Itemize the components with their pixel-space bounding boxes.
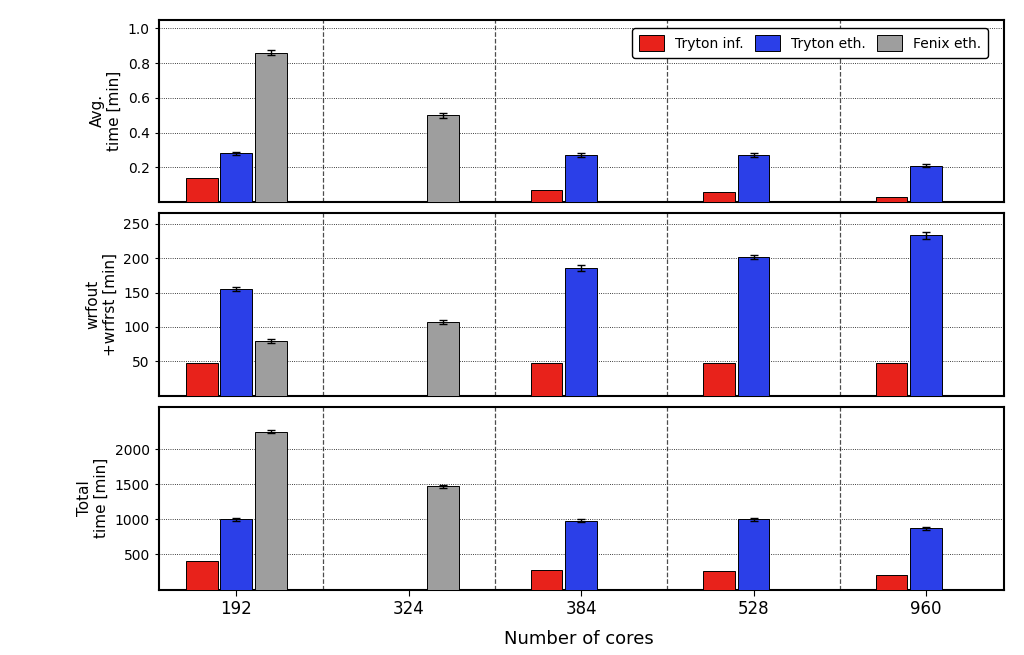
Bar: [910, 166, 942, 202]
Bar: [255, 52, 287, 202]
Bar: [530, 364, 562, 396]
Bar: [565, 521, 597, 590]
Bar: [876, 576, 907, 590]
Bar: [427, 115, 459, 202]
Bar: [427, 487, 459, 590]
Bar: [876, 364, 907, 396]
Bar: [220, 153, 252, 202]
Bar: [186, 561, 218, 590]
Legend: Tryton inf., Tryton eth., Fenix eth.: Tryton inf., Tryton eth., Fenix eth.: [632, 28, 988, 58]
Bar: [186, 364, 218, 396]
Bar: [737, 155, 769, 202]
Bar: [737, 257, 769, 396]
Bar: [530, 190, 562, 202]
Bar: [220, 289, 252, 396]
Bar: [703, 191, 735, 202]
Bar: [255, 341, 287, 396]
Bar: [703, 571, 735, 590]
Y-axis label: wrfout
+wrfrst [min]: wrfout +wrfrst [min]: [85, 253, 118, 356]
Text: Number of cores: Number of cores: [504, 631, 653, 648]
Bar: [910, 235, 942, 396]
Bar: [565, 268, 597, 396]
Bar: [703, 364, 735, 396]
Bar: [255, 432, 287, 590]
Y-axis label: Avg.
time [min]: Avg. time [min]: [90, 71, 122, 151]
Bar: [876, 196, 907, 202]
Bar: [186, 178, 218, 202]
Y-axis label: Total
time [min]: Total time [min]: [77, 458, 109, 538]
Bar: [530, 570, 562, 590]
Bar: [427, 322, 459, 396]
Bar: [910, 529, 942, 590]
Bar: [737, 519, 769, 590]
Bar: [220, 519, 252, 590]
Bar: [565, 155, 597, 202]
